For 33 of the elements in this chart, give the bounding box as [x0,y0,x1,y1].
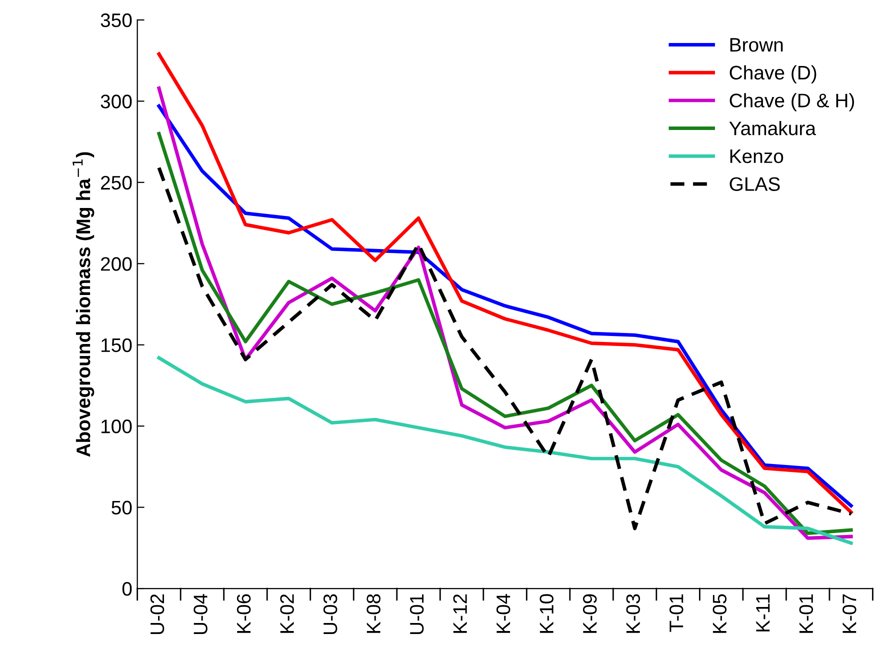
y-axis-title: Aboveground biomass (Mg ha$^{−1}$) [72,152,94,457]
x-tick-label: K-12 [453,594,467,633]
x-tick-label: T-01 [670,594,684,632]
y-tick-label: 300 [100,94,132,108]
x-tick-label: K-06 [236,594,251,633]
y-tick-label: 0 [122,582,132,596]
y-tick-label: 150 [102,338,132,352]
legend-label: Chave (D) [730,65,816,84]
x-tick-label: U-01 [410,594,424,634]
legend-label: Brown [730,38,783,52]
x-tick-label: K-07 [842,594,856,633]
y-tick-label: 350 [100,13,132,28]
x-tick-label: K-10 [540,594,554,633]
legend-label: GLAS [730,177,780,191]
x-tick-label: K-01 [799,594,814,633]
y-tick-label: 250 [101,176,132,190]
x-tick-label: K-11 [756,594,770,632]
line-series [157,356,853,545]
x-tick-label: U-02 [150,594,164,634]
y-tick-label: 200 [101,257,132,271]
legend-label: Kenzo [730,150,784,164]
x-tick-label: U-03 [323,594,338,634]
x-tick-label: U-04 [194,594,208,634]
x-tick-label: K-05 [712,594,727,633]
y-tick-label: 100 [102,420,132,434]
legend-label: Chave (D & H) [730,93,854,112]
x-tick-label: K-08 [366,594,380,633]
x-tick-label: K-02 [280,594,294,633]
x-tick-label: K-09 [582,594,597,633]
legend-label: Yamakura [729,120,816,136]
y-tick-label: 50 [112,500,132,515]
x-tick-label: K-04 [496,594,510,633]
x-tick-label: K-03 [626,594,640,633]
